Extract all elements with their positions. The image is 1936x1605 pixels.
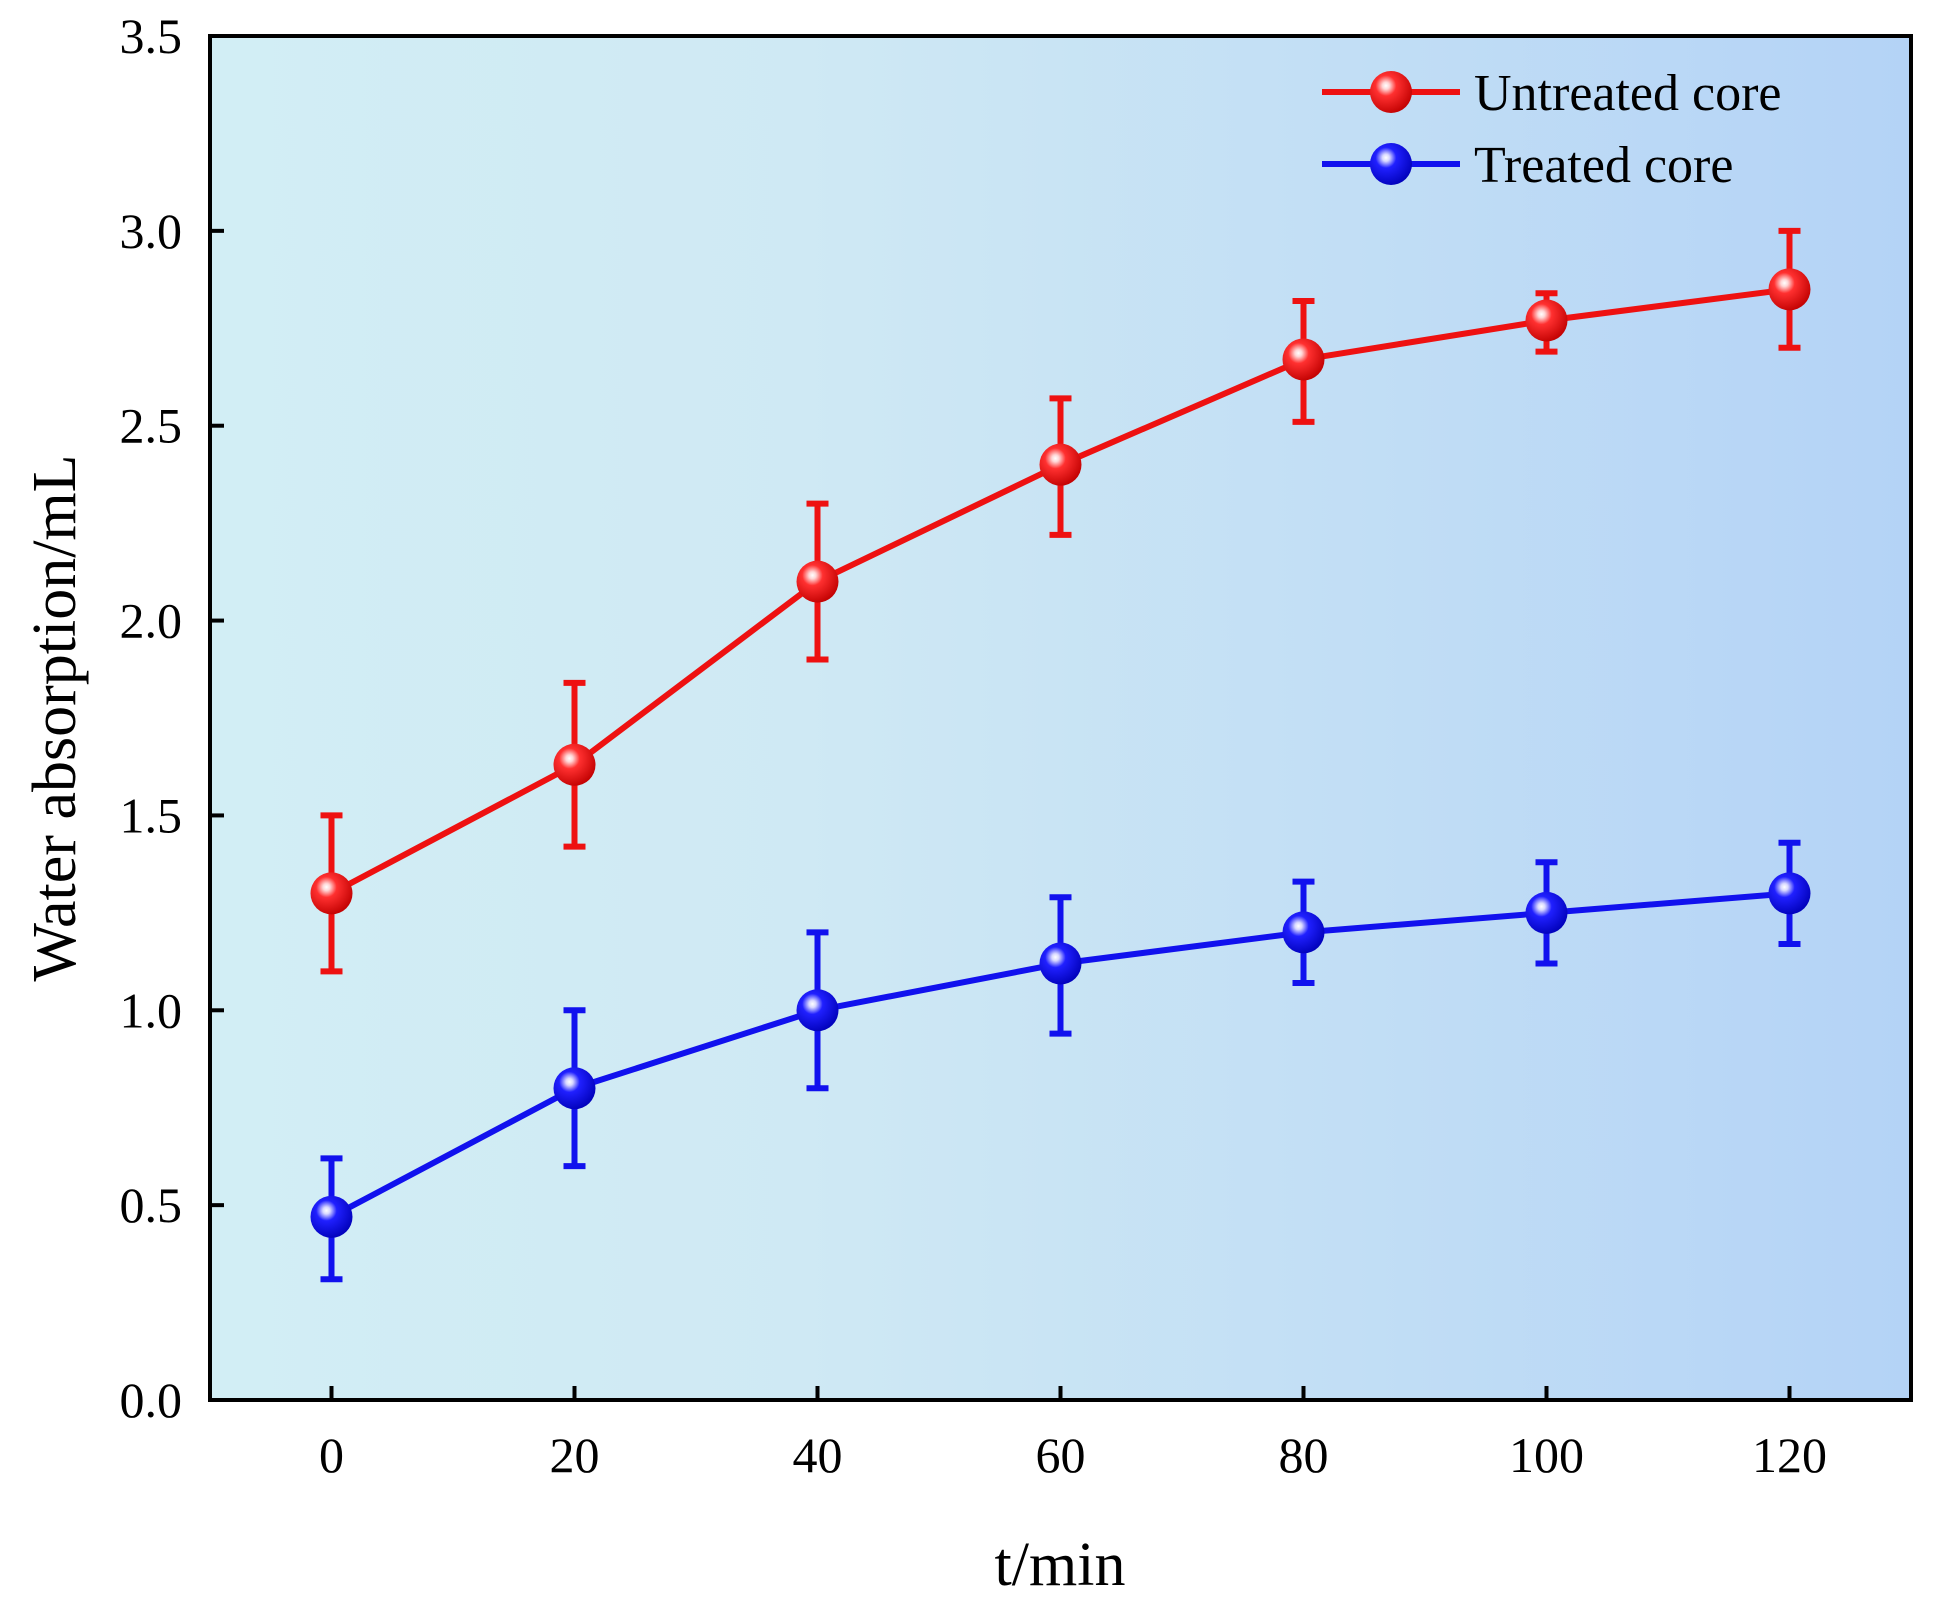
- legend-item-untreated-core: Untreated core: [1322, 65, 1781, 122]
- legend: Untreated core Treated core: [1322, 65, 1781, 194]
- y-tick-label: 0.0: [120, 1372, 183, 1428]
- y-tick-label: 3.5: [120, 8, 183, 64]
- y-tick-label: 1.0: [120, 982, 183, 1038]
- data-point: [310, 872, 353, 915]
- legend-label: Untreated core: [1474, 65, 1781, 122]
- x-tick-label: 120: [1752, 1427, 1827, 1483]
- y-axis: 0.0 0.5 1.0 1.5 2.0 2.5 3.0 3.5: [120, 8, 224, 1428]
- series-untreated-core: [310, 227, 1811, 975]
- plot-area-background: [210, 36, 1911, 1400]
- data-point: [1282, 338, 1325, 381]
- y-tick-label: 2.0: [120, 593, 183, 649]
- x-axis: 0 20 40 60 80 100 120: [319, 1386, 1827, 1483]
- x-tick-label: 20: [550, 1427, 600, 1483]
- data-point: [1768, 268, 1811, 311]
- y-axis-title: Water absorption/mL: [21, 454, 89, 981]
- x-tick-label: 100: [1509, 1427, 1584, 1483]
- x-tick-label: 60: [1036, 1427, 1086, 1483]
- y-tick-label: 3.0: [120, 203, 183, 259]
- x-tick-label: 80: [1279, 1427, 1329, 1483]
- series-treated-core: [310, 839, 1811, 1283]
- data-point: [796, 560, 839, 603]
- data-point: [796, 989, 839, 1032]
- legend-item-treated-core: Treated core: [1322, 137, 1733, 194]
- legend-label: Treated core: [1474, 137, 1733, 194]
- y-tick-label: 1.5: [120, 787, 183, 843]
- legend-marker: [1370, 71, 1412, 113]
- x-tick-label: 0: [319, 1427, 344, 1483]
- legend-marker: [1370, 143, 1412, 185]
- data-point: [1525, 891, 1568, 934]
- data-point: [553, 1067, 596, 1110]
- data-point: [1282, 911, 1325, 954]
- y-tick-label: 2.5: [120, 398, 183, 454]
- data-point: [310, 1195, 353, 1238]
- data-point: [1039, 942, 1082, 985]
- series-layer: [310, 227, 1811, 1283]
- data-point: [1768, 872, 1811, 915]
- x-axis-title: t/min: [995, 1531, 1126, 1599]
- y-tick-label: 0.5: [120, 1177, 183, 1233]
- data-point: [1525, 299, 1568, 342]
- x-tick-label: 40: [793, 1427, 843, 1483]
- data-point: [1039, 443, 1082, 486]
- data-point: [553, 743, 596, 786]
